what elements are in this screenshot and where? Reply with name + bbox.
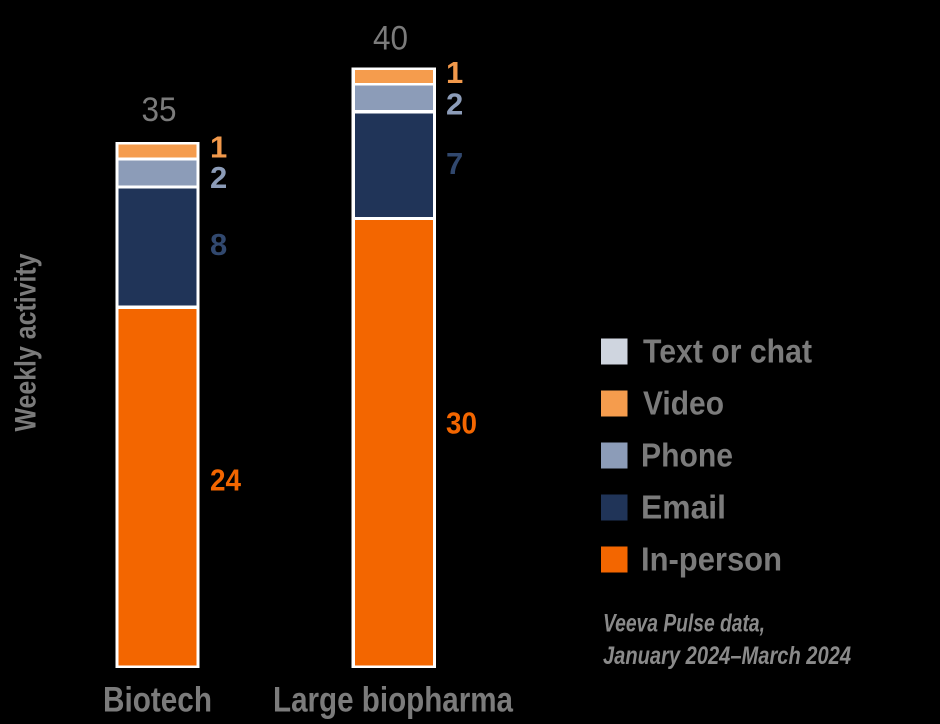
svg-text:30: 30 bbox=[446, 405, 477, 440]
svg-text:Large biopharma: Large biopharma bbox=[273, 681, 513, 720]
svg-text:Weekly activity: Weekly activity bbox=[10, 253, 43, 431]
svg-text:Veeva Pulse data,: Veeva Pulse data, bbox=[603, 610, 765, 638]
svg-text:1: 1 bbox=[210, 130, 227, 165]
svg-text:8: 8 bbox=[210, 227, 227, 262]
svg-text:Email: Email bbox=[641, 489, 726, 526]
svg-text:7: 7 bbox=[446, 146, 463, 181]
svg-text:1: 1 bbox=[446, 55, 463, 90]
svg-text:January 2024–March 2024: January 2024–March 2024 bbox=[603, 642, 851, 670]
svg-text:Video: Video bbox=[643, 385, 724, 422]
svg-text:Text or chat: Text or chat bbox=[643, 333, 812, 370]
svg-text:Phone: Phone bbox=[641, 437, 733, 474]
svg-text:40: 40 bbox=[373, 20, 408, 58]
svg-text:Biotech: Biotech bbox=[103, 681, 212, 720]
svg-text:35: 35 bbox=[142, 91, 177, 129]
svg-text:In-person: In-person bbox=[641, 541, 782, 578]
svg-text:24: 24 bbox=[210, 463, 242, 498]
svg-text:2: 2 bbox=[210, 160, 227, 195]
svg-text:2: 2 bbox=[446, 87, 463, 122]
